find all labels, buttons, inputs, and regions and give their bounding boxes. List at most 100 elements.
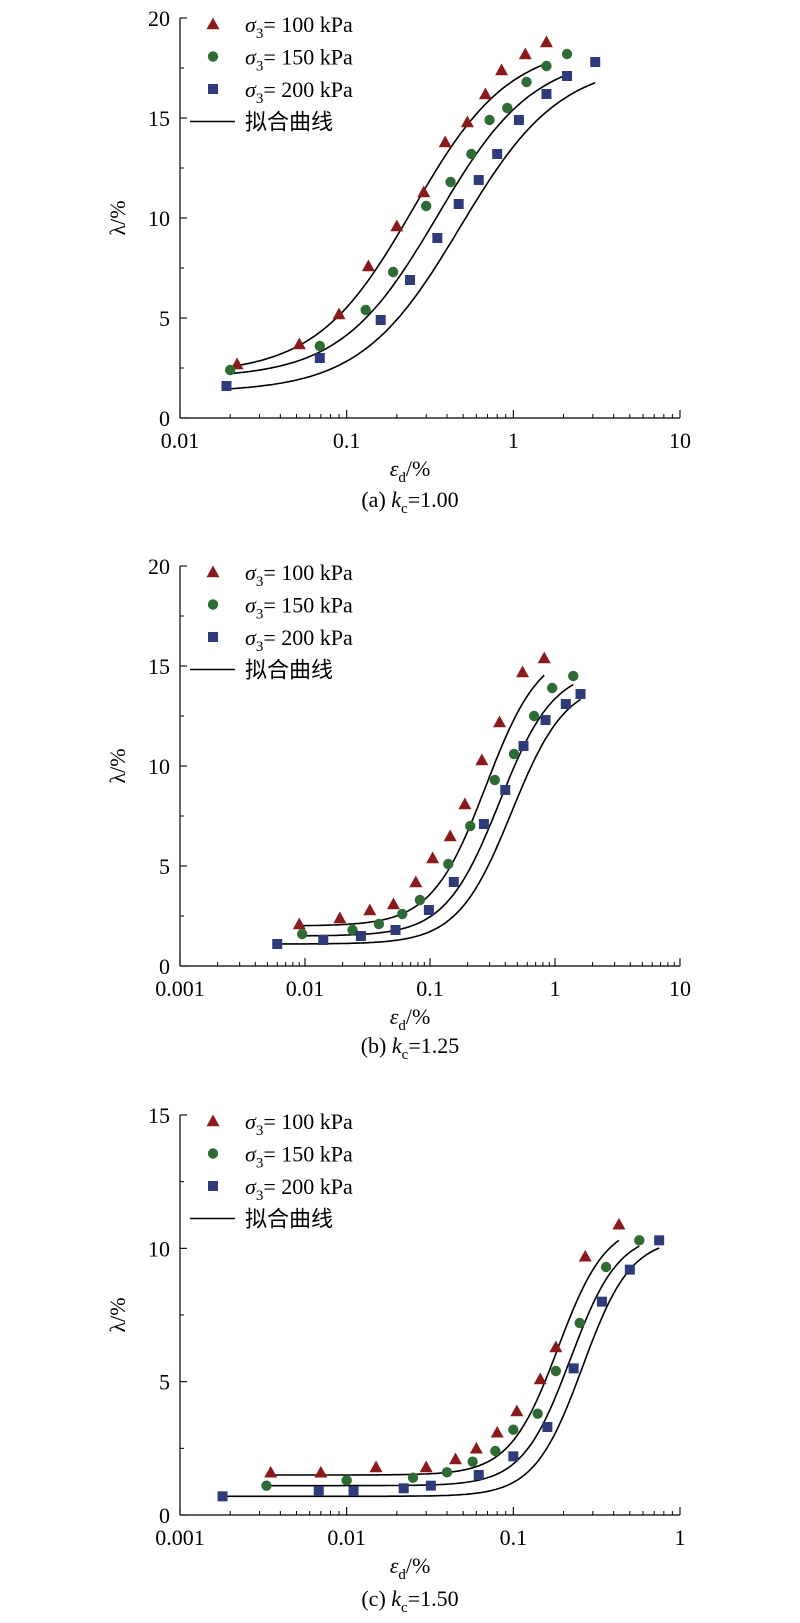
data-point-triangle [417,185,431,198]
data-point-square [423,905,434,915]
data-point-square [355,931,366,941]
x-label-symbol: ε [390,1004,399,1029]
data-point-triangle [449,1452,463,1465]
caption-prefix: (a) [361,487,391,512]
fit-curve [226,81,596,390]
data-point-circle [414,894,426,906]
data-point-square [568,1363,579,1374]
data-point-circle [508,748,520,760]
series-circle [297,670,579,940]
data-point-square [348,1486,359,1496]
data-point-circle [532,1408,543,1419]
fit-curve [230,73,568,375]
x-label-subscript: d [398,1018,406,1034]
data-point-square [518,741,529,751]
data-point-square [272,939,283,949]
data-point-square [453,199,464,209]
data-point-circle [467,1456,478,1467]
fit-curve [299,674,545,927]
y-tick-label: 20 [148,6,170,31]
legend-label: σ3= 100 kPa [245,12,353,42]
data-point-circle [314,340,326,352]
x-tick-label: 1 [508,428,519,453]
legend-marker-square [208,1181,218,1191]
legend-fit-label: 拟合曲线 [245,658,333,683]
legend-subscript: 3 [256,26,264,42]
legend-text: = 100 kPa [263,12,353,37]
data-point-triangle [516,665,530,678]
data-point-triangle [475,753,489,766]
legend-fit-label: 拟合曲线 [245,110,333,135]
data-point-triangle [518,47,532,60]
legend-subscript: 3 [256,607,264,623]
legend-subscript: 3 [256,1188,264,1204]
legend-marker-square [208,84,218,94]
data-point-triangle [332,307,346,320]
x-tick-label: 0.01 [286,976,325,1001]
data-point-square [500,785,511,795]
legend-marker-square [208,632,218,642]
data-point-triangle [369,1460,383,1473]
data-point-triangle [533,1372,547,1385]
caption-k: k [392,1033,403,1058]
fit-curve [266,1245,640,1487]
series-square [272,689,586,949]
legend-subscript: 3 [256,91,264,107]
series-triangle [230,35,553,370]
data-point-circle [373,918,385,930]
series-triangle [292,651,551,930]
y-tick-label: 0 [159,406,170,431]
panel-caption: (a) kc=1.00 [361,487,458,517]
data-point-triangle [510,1404,524,1417]
legend-text: = 150 kPa [263,593,353,618]
data-point-circle [561,48,573,60]
caption-k: k [391,1586,402,1611]
data-point-square [405,275,416,285]
y-tick-label: 15 [148,106,170,131]
data-point-circle [550,1365,562,1377]
data-point-circle [297,928,308,940]
fit-curve [270,1239,620,1476]
legend-label: σ3= 200 kPa [245,625,353,655]
data-point-square [425,1480,436,1491]
data-point-circle [465,820,476,832]
data-point-triangle [458,797,472,810]
legend-marker-triangle [206,1114,220,1127]
legend-text: = 100 kPa [263,560,353,585]
caption-value: =1.50 [408,1586,459,1611]
data-point-square [318,935,329,945]
caption-k: k [391,487,402,512]
legend-marker-circle [207,51,219,62]
data-point-circle [489,774,501,786]
data-point-triangle [469,1441,483,1454]
data-point-triangle [493,715,507,728]
legend-label: σ3= 150 kPa [245,45,353,75]
y-tick-label: 5 [159,854,170,879]
legend-sigma: σ [245,12,257,37]
data-point-square [314,353,325,363]
legend-label: σ3= 150 kPa [245,1142,353,1172]
data-point-circle [600,1261,612,1273]
x-tick-label: 0.1 [500,1525,528,1550]
y-tick-label: 10 [148,754,170,779]
data-point-square [473,1470,484,1480]
data-point-circle [407,1472,419,1483]
panel-caption: (c) kc=1.50 [361,1586,458,1616]
data-point-square [398,1483,409,1494]
data-point-circle [445,176,456,188]
fit-curve [302,683,574,937]
x-tick-label: 0.001 [155,976,205,1001]
legend-subscript: 3 [256,639,264,655]
data-point-triangle [495,63,509,76]
caption-prefix: (b) [361,1033,392,1058]
legend-marker-triangle [206,565,220,578]
data-point-triangle [612,1217,626,1230]
data-point-square [221,381,232,391]
data-point-square [375,315,386,325]
x-axis-label: εd/% [390,456,431,486]
caption-subscript: c [401,1600,408,1616]
data-point-square [542,1422,553,1432]
